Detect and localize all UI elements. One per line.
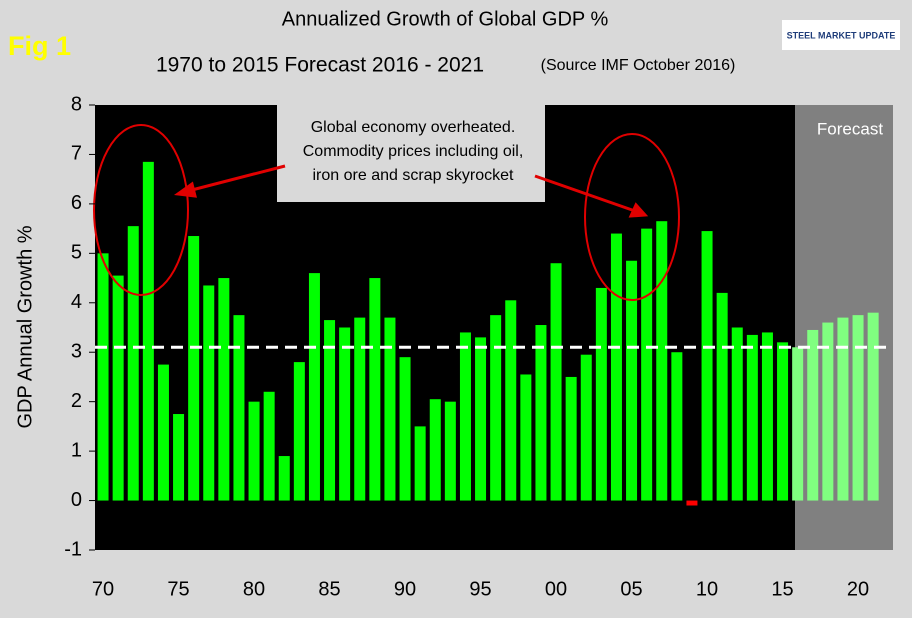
x-tick-label: 05 [620, 578, 642, 600]
bar [399, 357, 411, 501]
bar [459, 332, 471, 501]
bar [807, 329, 819, 501]
bar [822, 322, 834, 501]
x-tick-label: 80 [243, 578, 265, 600]
bar [354, 317, 366, 501]
bar [369, 278, 381, 501]
chart-subtitle: 1970 to 2015 Forecast 2016 - 2021 [156, 54, 484, 77]
forecast-label: Forecast [817, 119, 883, 138]
bar [324, 320, 336, 501]
bar [565, 376, 577, 501]
highlight-ellipse [93, 124, 189, 296]
arrows [173, 164, 649, 218]
bar [475, 337, 487, 501]
source: (Source IMF October 2016) [541, 57, 736, 74]
bar [263, 391, 275, 501]
bar [550, 263, 562, 501]
y-tick-label: 7 [71, 143, 82, 165]
highlight-ellipse [584, 133, 680, 301]
bar [97, 253, 109, 501]
logo: STEEL MARKET UPDATE [787, 30, 896, 40]
bar [595, 287, 607, 501]
bar [233, 315, 245, 501]
x-tick-label: 85 [318, 578, 340, 600]
y-tick-label: -1 [64, 538, 82, 560]
y-tick-label: 1 [71, 439, 82, 461]
bar [505, 300, 517, 501]
bar [157, 364, 169, 501]
y-tick-label: 5 [71, 242, 82, 264]
bar [384, 317, 396, 501]
annotation: iron ore and scrap skyrocket [313, 167, 515, 184]
bar [686, 500, 698, 506]
bar [701, 231, 713, 501]
bar [746, 334, 758, 501]
bar [641, 228, 653, 501]
bar [671, 352, 683, 501]
bar [248, 401, 260, 501]
annotation: Global economy overheated. [311, 119, 516, 136]
bar [444, 401, 456, 501]
y-tick-label: 6 [71, 192, 82, 214]
bar [777, 342, 789, 501]
bar [308, 273, 320, 501]
bar [520, 374, 532, 501]
x-tick-label: 15 [771, 578, 793, 600]
y-tick-label: 3 [71, 341, 82, 363]
bar [867, 312, 879, 501]
bar [761, 332, 773, 501]
bar [852, 315, 864, 501]
bar [203, 285, 215, 501]
x-tick-label: 90 [394, 578, 416, 600]
y-axis-label: GDP Annual Growth % [14, 225, 36, 428]
bar [490, 315, 502, 501]
bar [414, 426, 426, 501]
bar [610, 233, 622, 501]
y-tick-label: 8 [71, 93, 82, 115]
bar [127, 226, 139, 501]
bar [188, 236, 200, 501]
bar [112, 275, 124, 501]
bar [278, 456, 290, 501]
bar [626, 260, 638, 501]
bar [716, 292, 728, 501]
x-tick-label: 10 [696, 578, 718, 600]
bar [535, 325, 547, 501]
figure-label: Fig 1 [8, 31, 71, 61]
x-tick-label: 95 [469, 578, 491, 600]
bar [293, 362, 305, 501]
x-tick-label: 00 [545, 578, 567, 600]
logo-box [782, 20, 900, 50]
bar [218, 278, 230, 501]
bar [792, 347, 804, 501]
bar [656, 221, 668, 501]
annotation-box [277, 105, 545, 202]
bar [429, 399, 441, 501]
bar [173, 414, 185, 501]
x-tick-label: 75 [167, 578, 189, 600]
bar [142, 161, 154, 501]
y-tick-label: 0 [71, 489, 82, 511]
y-tick-label: 4 [71, 291, 82, 313]
bar [837, 317, 849, 501]
y-tick-label: 2 [71, 390, 82, 412]
x-tick-label: 70 [92, 578, 114, 600]
chart-title: Annualized Growth of Global GDP % [282, 8, 609, 30]
bar [580, 354, 592, 501]
annotation: Commodity prices including oil, [303, 143, 524, 160]
bar [339, 327, 351, 501]
x-tick-label: 20 [847, 578, 869, 600]
bar [731, 327, 743, 501]
